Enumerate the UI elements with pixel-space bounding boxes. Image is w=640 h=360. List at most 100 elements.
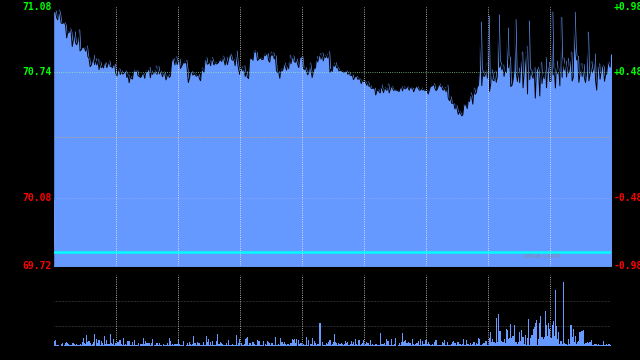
Bar [102, 343, 103, 346]
Bar [344, 344, 345, 346]
Bar [463, 339, 465, 346]
Bar [326, 343, 327, 346]
Bar [479, 339, 480, 346]
Bar [606, 345, 607, 346]
Text: -0.48%: -0.48% [613, 193, 640, 203]
Bar [236, 335, 237, 346]
Bar [222, 344, 223, 346]
Bar [409, 343, 410, 346]
Bar [126, 345, 127, 346]
Bar [54, 224, 611, 226]
Bar [567, 345, 568, 346]
Bar [246, 338, 247, 346]
Bar [500, 331, 501, 346]
Bar [54, 243, 611, 245]
Bar [168, 345, 169, 346]
Bar [211, 345, 212, 346]
Bar [584, 344, 585, 346]
Bar [217, 334, 218, 346]
Bar [428, 342, 429, 346]
Bar [75, 345, 76, 346]
Bar [369, 345, 370, 346]
Bar [364, 345, 365, 346]
Bar [410, 343, 411, 346]
Bar [478, 338, 479, 346]
Bar [351, 341, 352, 346]
Bar [412, 339, 413, 346]
Bar [198, 343, 199, 346]
Bar [424, 345, 426, 346]
Bar [260, 345, 261, 346]
Bar [179, 344, 180, 346]
Bar [406, 343, 408, 346]
Bar [588, 343, 589, 346]
Bar [159, 343, 160, 346]
Bar [247, 337, 248, 346]
Bar [498, 314, 499, 346]
Bar [394, 344, 396, 346]
Bar [452, 342, 453, 346]
Bar [123, 338, 124, 346]
Bar [54, 211, 611, 213]
Bar [54, 234, 611, 237]
Bar [140, 344, 141, 346]
Bar [253, 344, 255, 346]
Bar [142, 344, 143, 346]
Bar [77, 345, 78, 346]
Bar [235, 345, 236, 346]
Bar [88, 341, 90, 346]
Bar [196, 342, 198, 346]
Bar [605, 345, 606, 346]
Bar [374, 345, 375, 346]
Bar [129, 341, 130, 346]
Bar [418, 341, 419, 346]
Bar [252, 342, 253, 346]
Bar [305, 345, 306, 346]
Bar [226, 343, 227, 346]
Bar [190, 344, 191, 346]
Bar [152, 339, 153, 346]
Bar [231, 345, 232, 346]
Bar [147, 343, 148, 346]
Bar [497, 342, 498, 346]
Bar [376, 344, 378, 346]
Bar [580, 331, 582, 346]
Bar [314, 341, 315, 346]
Bar [106, 340, 108, 346]
Bar [161, 345, 162, 346]
Bar [423, 344, 424, 346]
Bar [145, 341, 147, 346]
Bar [58, 345, 60, 346]
Bar [457, 342, 458, 346]
Bar [113, 339, 114, 346]
Bar [104, 336, 105, 346]
Bar [298, 339, 300, 346]
Bar [462, 344, 463, 346]
Bar [100, 341, 102, 346]
Bar [319, 323, 321, 346]
Bar [261, 345, 262, 346]
Bar [467, 344, 468, 346]
Bar [353, 342, 354, 346]
Bar [76, 344, 77, 346]
Bar [345, 341, 346, 346]
Bar [555, 290, 556, 346]
Bar [300, 343, 301, 346]
Bar [66, 342, 67, 346]
Bar [506, 329, 507, 346]
Bar [504, 343, 506, 346]
Bar [124, 345, 125, 346]
Bar [515, 342, 516, 346]
Bar [61, 343, 63, 346]
Bar [85, 344, 86, 346]
Bar [528, 319, 529, 346]
Bar [490, 332, 492, 346]
Bar [342, 344, 343, 346]
Bar [469, 345, 470, 346]
Bar [548, 323, 549, 346]
Bar [501, 341, 502, 346]
Bar [454, 343, 456, 346]
Bar [477, 344, 478, 346]
Bar [136, 345, 138, 346]
Bar [223, 345, 225, 346]
